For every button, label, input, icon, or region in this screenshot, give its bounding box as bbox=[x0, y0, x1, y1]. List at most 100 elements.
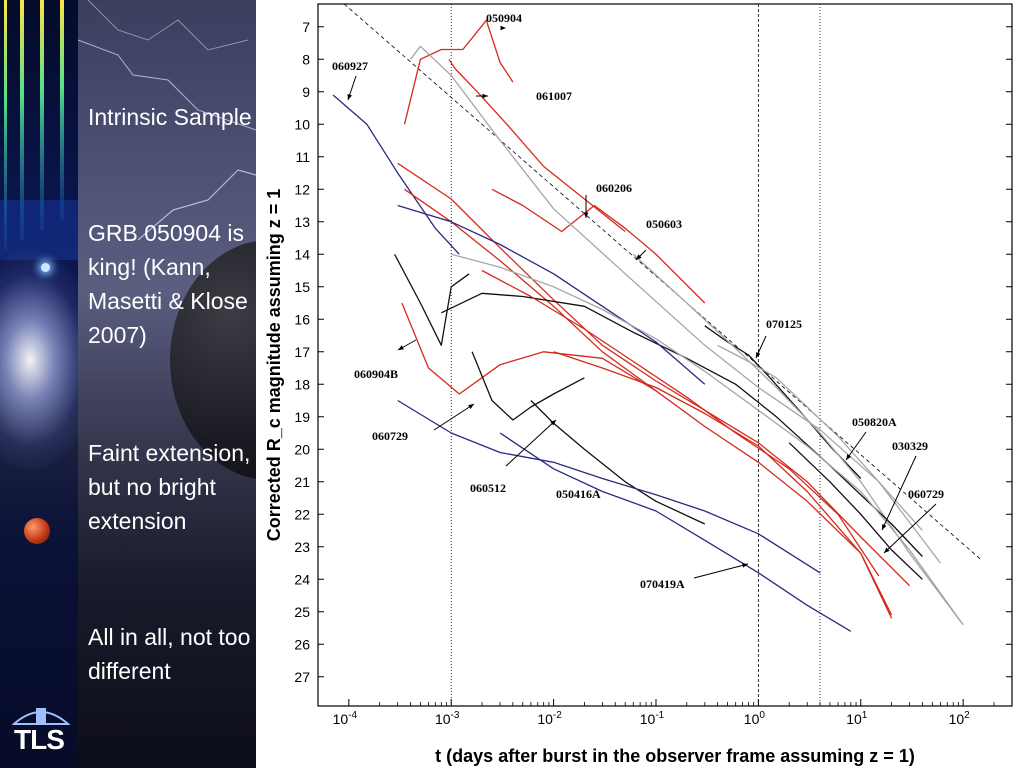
annotation-arrowhead bbox=[347, 94, 352, 100]
decorative-sidebar: TLS bbox=[0, 0, 78, 768]
annotation-label: 061007 bbox=[536, 89, 572, 103]
bullet-text-1: Intrinsic Sample bbox=[88, 104, 252, 130]
annotation-arrowhead bbox=[482, 93, 488, 99]
light-curve-series-18 bbox=[451, 253, 964, 626]
y-tick-label: 26 bbox=[294, 636, 310, 652]
telescope-stripes-graphic bbox=[0, 0, 78, 260]
plot-frame bbox=[317, 3, 1013, 707]
annotation-arrowhead bbox=[468, 404, 474, 409]
y-tick-label: 13 bbox=[294, 214, 310, 230]
y-tick-label: 12 bbox=[294, 181, 310, 197]
annotation-arrowhead bbox=[846, 454, 852, 460]
bullet-text-3: Faint extension, but no bright extension bbox=[88, 440, 251, 534]
annotation-arrow bbox=[433, 403, 475, 431]
light-curve-series-21 bbox=[481, 269, 880, 577]
light-curve-050820A bbox=[409, 45, 941, 564]
light-curve-series-14 bbox=[404, 188, 893, 619]
y-tick-label: 22 bbox=[294, 506, 310, 522]
annotation-arrowhead bbox=[882, 524, 887, 530]
x-tick-label: 10-4 bbox=[333, 710, 358, 727]
y-axis-label: Corrected R_c magnitude assuming z = 1 bbox=[264, 189, 284, 542]
annotation-arrowhead bbox=[742, 563, 748, 568]
light-curve-series-19 bbox=[553, 351, 893, 616]
annotation-label: 060729 bbox=[372, 429, 408, 443]
x-tick-label: 10-3 bbox=[435, 710, 460, 727]
light-curve-series-15 bbox=[397, 162, 911, 587]
annotation-label: 030329 bbox=[892, 439, 928, 453]
annotation-label: 070419A bbox=[640, 577, 685, 591]
x-tick-label: 10-1 bbox=[640, 710, 665, 727]
annotation-label: 060904B bbox=[354, 367, 398, 381]
light-curve-061007 bbox=[448, 58, 626, 233]
observatory-dome-icon bbox=[11, 708, 71, 725]
y-tick-label: 9 bbox=[302, 84, 310, 100]
y-tick-label: 21 bbox=[294, 474, 310, 490]
light-curve-070419A bbox=[499, 432, 852, 632]
annotation-label: 050416A bbox=[556, 487, 601, 501]
annotation-label: 060206 bbox=[596, 181, 632, 195]
annotation-arrow bbox=[693, 563, 749, 579]
light-curve-060904B bbox=[401, 302, 657, 395]
annotation-arrowhead bbox=[583, 212, 589, 218]
x-tick-label: 101 bbox=[846, 710, 868, 727]
y-tick-label: 19 bbox=[294, 409, 310, 425]
annotation-arrow bbox=[505, 419, 557, 467]
light-curve-060512 bbox=[530, 400, 706, 525]
annotation-arrowhead bbox=[500, 25, 506, 31]
light-curve-050603 bbox=[704, 325, 862, 479]
annotation-arrow bbox=[883, 503, 937, 554]
annotation-label: 050904 bbox=[486, 11, 522, 25]
light-curve-series-17 bbox=[397, 204, 706, 385]
light-curve-060206 bbox=[491, 188, 706, 304]
y-tick-label: 25 bbox=[294, 604, 310, 620]
y-tick-label: 23 bbox=[294, 539, 310, 555]
star-icon bbox=[41, 263, 50, 272]
planet-icon bbox=[24, 518, 50, 544]
annotation-label: 070125 bbox=[766, 317, 802, 331]
annotation-label: 050603 bbox=[646, 217, 682, 231]
light-curve-050416A bbox=[397, 399, 821, 574]
y-tick-label: 14 bbox=[294, 246, 310, 262]
light-curve-060729 bbox=[471, 351, 585, 421]
light-curve-series-16 bbox=[441, 292, 923, 557]
light-curve-060927 bbox=[332, 94, 460, 255]
annotation-label: 060927 bbox=[332, 59, 368, 73]
y-tick-label: 20 bbox=[294, 441, 310, 457]
y-tick-label: 10 bbox=[294, 116, 310, 132]
annotation-label: 060729 bbox=[908, 487, 944, 501]
annotation-arrowhead bbox=[756, 352, 761, 358]
chart-panel: 7 8 9 10 11 12 13 14 15 16 17 18 19 20 21 22 23 24 25 26 27 1… bbox=[256, 0, 1024, 768]
y-tick-label: 7 bbox=[302, 19, 310, 35]
light-curve-060729 bbox=[788, 442, 923, 580]
lightning-graphic bbox=[78, 0, 256, 241]
annotation-label: 050820A bbox=[852, 415, 897, 429]
y-tick-label: 11 bbox=[295, 149, 310, 165]
bullet-text-4: All in all, not too different bbox=[88, 624, 251, 684]
bullet-text-2: GRB 050904 is king! (Kann, Masetti & Klo… bbox=[88, 220, 248, 348]
light-curve-series-20 bbox=[394, 253, 470, 346]
afterglow-light-curve-chart: 7 8 9 10 11 12 13 14 15 16 17 18 19 20 21 22 23 24 25 26 27 1… bbox=[264, 3, 1013, 766]
x-axis-label: t (days after burst in the observer fram… bbox=[435, 746, 915, 766]
x-tick-label: 10-2 bbox=[537, 710, 562, 727]
x-tick-label: 100 bbox=[744, 710, 766, 727]
y-tick-label: 27 bbox=[294, 669, 310, 685]
light-curve-050904 bbox=[403, 19, 514, 125]
annotation-arrow bbox=[881, 455, 917, 531]
annotation-arrowhead bbox=[884, 547, 890, 553]
tls-logo-text: TLS bbox=[14, 724, 65, 755]
galaxy-glow bbox=[0, 250, 78, 470]
y-tick-label: 8 bbox=[302, 51, 310, 67]
y-tick-label: 18 bbox=[294, 376, 310, 392]
annotation-arrowhead bbox=[550, 420, 556, 426]
annotation-arrowhead bbox=[636, 254, 642, 260]
x-tick-label: 102 bbox=[949, 710, 971, 727]
text-panel: Intrinsic Sample GRB 050904 is king! (Ka… bbox=[78, 0, 256, 768]
y-tick-label: 16 bbox=[294, 311, 310, 327]
annotation-arrow bbox=[845, 431, 867, 461]
light-curve-030329 bbox=[632, 253, 964, 626]
annotation-label: 060512 bbox=[470, 481, 506, 495]
annotation-arrowhead bbox=[398, 345, 404, 350]
y-tick-label: 17 bbox=[294, 344, 310, 360]
y-tick-label: 15 bbox=[294, 279, 310, 295]
